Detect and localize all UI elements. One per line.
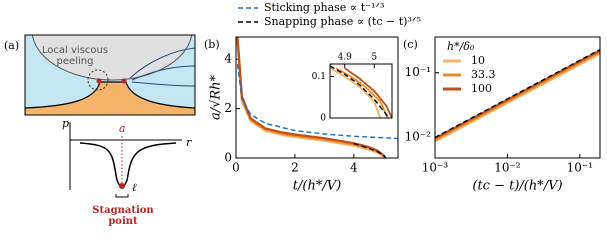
y-tick-label: 0.1	[312, 72, 326, 82]
legend-label: 100	[471, 82, 492, 95]
axis-label: p	[62, 117, 69, 130]
stagnation-label: Stagnation point	[92, 205, 154, 227]
series-line	[435, 48, 600, 139]
axes-frame	[434, 36, 601, 159]
stagnation-point	[119, 183, 125, 189]
bubble-diagram	[25, 35, 195, 115]
series-line	[236, 64, 398, 140]
legend-title: h*/δ₀	[447, 40, 475, 53]
a-label: a	[119, 122, 126, 135]
x-tick-label: 4	[350, 161, 358, 175]
series-line	[330, 65, 390, 118]
legend-label: 10	[471, 54, 485, 67]
x-tick-label: 10⁻³	[422, 161, 449, 175]
y-tick-label: 2	[224, 101, 232, 115]
series-line	[335, 67, 389, 118]
ell-label: ℓ	[132, 181, 137, 194]
pressure-curve	[79, 142, 177, 187]
x-tick-label: 10⁻²	[494, 161, 521, 175]
x-tick-label: 2	[291, 161, 299, 175]
y-tick-label: 10⁻²	[405, 129, 432, 143]
series-line	[435, 49, 600, 140]
y-tick-label: 10⁻¹	[405, 65, 431, 79]
series-line	[435, 51, 600, 141]
panel-label: (b)	[204, 38, 220, 51]
series-line	[435, 52, 600, 143]
axis-label: r	[186, 136, 192, 149]
x-tick-label: 10⁻¹	[567, 161, 593, 175]
panel-label: (a)	[4, 39, 19, 52]
y-tick-label: 0	[320, 114, 326, 124]
y-tick-label: 0	[224, 151, 232, 165]
y-axis-label: a/√Rh*	[209, 74, 224, 120]
bracket	[115, 194, 129, 198]
axes-frame	[329, 63, 393, 119]
bubble-label: Local viscous peeling	[41, 45, 109, 67]
panel-label: (c)	[403, 38, 418, 51]
legend-label: Sticking phase ∝ t⁻¹ᐟ³	[264, 1, 384, 14]
series-line	[353, 143, 387, 158]
x-tick-label: 5	[371, 53, 377, 63]
series-line	[344, 67, 392, 118]
legend-label: 33.3	[471, 68, 496, 81]
legend-label: Snapping phase ∝ (tc − t)³ᐟ⁵	[264, 15, 421, 28]
x-axis-label: (tc − t)/(h*/V)	[472, 179, 562, 194]
x-tick-label: 4.9	[338, 53, 353, 63]
x-axis-label: t/(h*/V)	[293, 179, 341, 194]
point	[96, 78, 102, 84]
axes-frame	[235, 36, 399, 159]
y-tick-label: 4	[224, 52, 232, 66]
bubble	[31, 35, 193, 81]
series-line	[330, 67, 382, 118]
frame	[24, 34, 196, 116]
x-tick-label: 0	[232, 161, 240, 175]
series-line	[236, 37, 387, 158]
streamlines	[129, 47, 195, 87]
zoom-circle	[87, 69, 109, 91]
point	[121, 78, 127, 84]
